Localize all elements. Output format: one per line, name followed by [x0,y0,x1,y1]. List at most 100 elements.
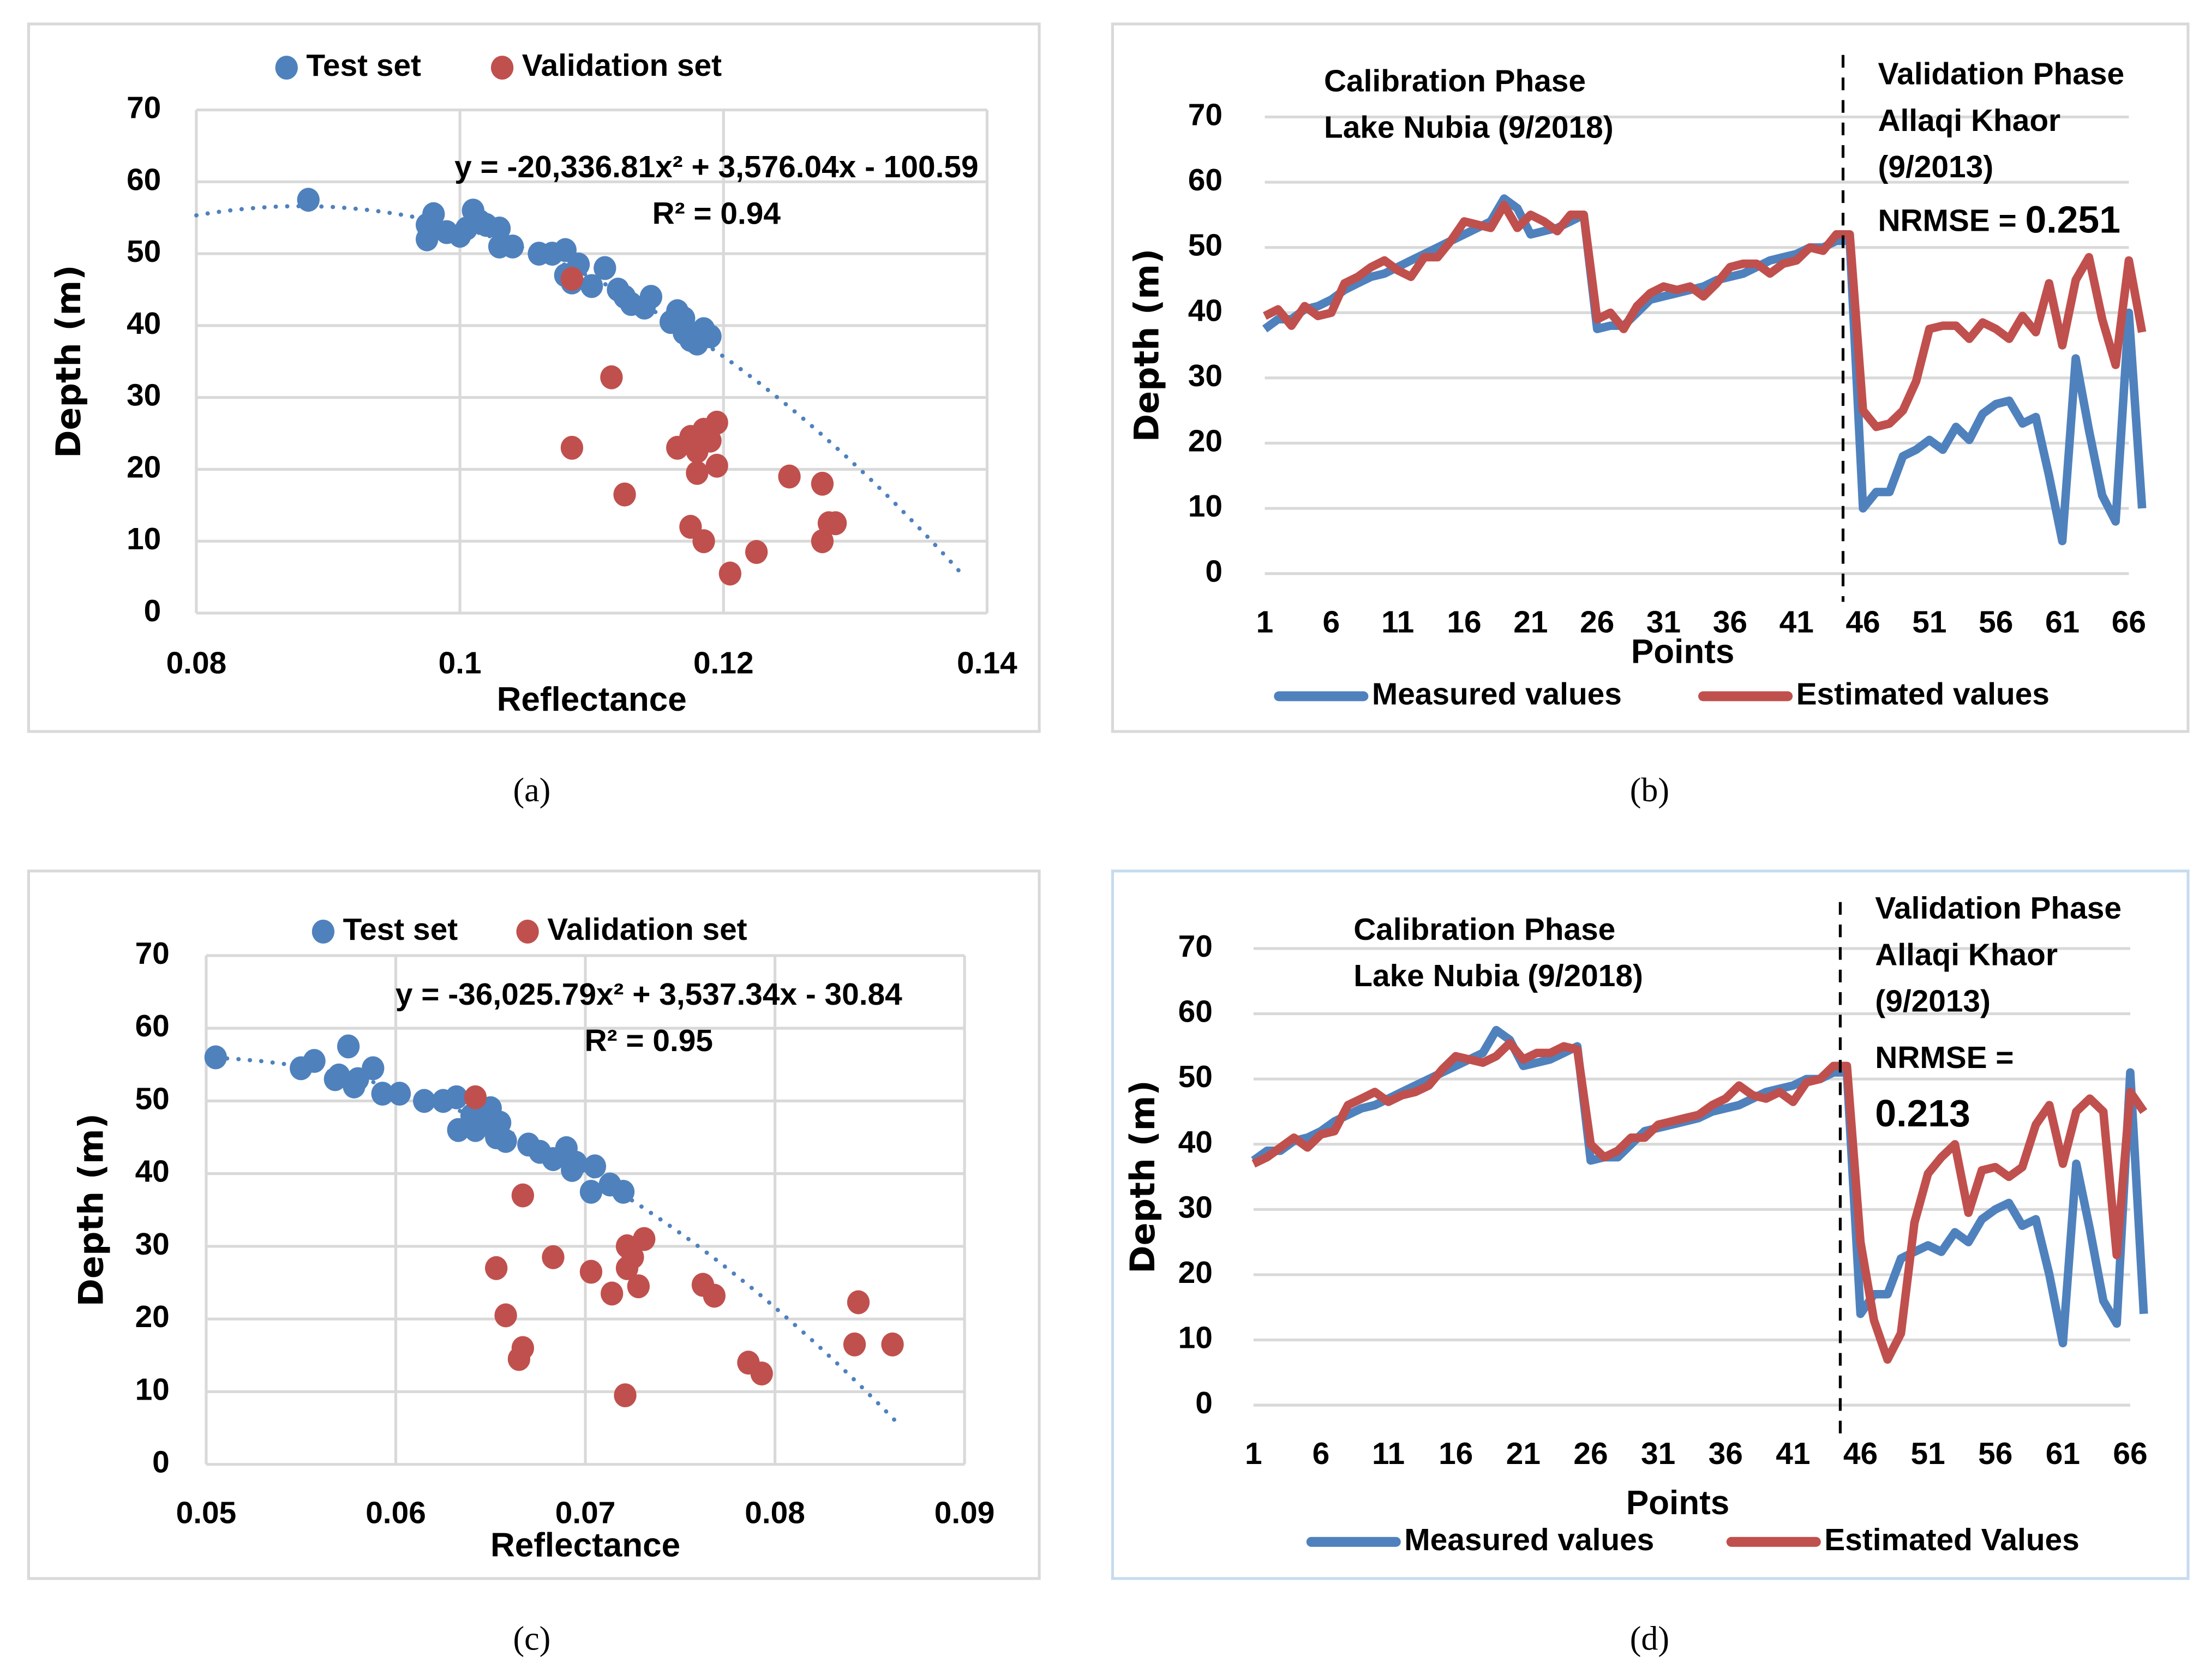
x-tick-label: 41 [1779,605,1814,640]
x-tick-label: 11 [1372,1437,1405,1471]
validation-point [881,1332,904,1357]
y-tick-label: 30 [127,379,161,413]
x-tick-label: 46 [1843,1437,1878,1471]
x-tick-label: 6 [1323,605,1340,640]
x-tick-label: 36 [1709,1437,1743,1471]
y-tick-label: 0 [152,1445,170,1480]
test-point [612,1179,635,1204]
y-tick-label: 20 [135,1300,170,1334]
validation-point [613,482,636,507]
validation-point [811,471,834,496]
validation-point [560,267,584,291]
validation-point [614,1383,637,1408]
x-tick-label: 21 [1506,1437,1541,1471]
y-tick-label: 20 [127,450,161,484]
validation-annotation: Allaqi Khaor [1878,104,2060,138]
x-tick-label: 0.12 [693,646,754,681]
validation-point [464,1085,487,1109]
test-point [204,1045,227,1070]
test-point [564,1150,588,1175]
validation-point [686,461,709,485]
test-point [303,1049,326,1073]
r-squared-label: R² = 0.95 [585,1024,713,1058]
x-axis-title: Points [1626,1484,1729,1522]
estimated-line [1251,1039,2148,1364]
panel-label: (a) [513,772,550,809]
validation-point [817,511,841,536]
calibration-annotation: Lake Nubia (9/2018) [1324,111,1614,145]
x-tick-label: 0.08 [166,646,227,681]
validation-point [699,428,722,453]
legend-label: Estimated Values [1824,1523,2079,1557]
validation-point [511,1183,535,1208]
legend-label: Validation set [522,49,722,83]
x-tick-label: 51 [1912,605,1946,640]
y-tick-label: 10 [1188,489,1223,524]
test-point [580,274,603,298]
calibration-annotation: Lake Nubia (9/2018) [1353,959,1643,993]
legend-label: Measured values [1404,1523,1654,1557]
y-tick-label: 40 [127,307,161,341]
chart-frame [1111,869,2190,1580]
legend-marker-test [275,56,298,80]
y-tick-label: 40 [1188,293,1223,328]
x-tick-label: 31 [1646,605,1681,640]
test-point [594,256,616,280]
x-axis-title: Points [1631,633,1734,670]
legend-label: Test set [343,913,458,947]
measured-line [1262,194,2147,545]
chart-panel-a: 0 10 20 30 40 50 60 70 Depth (m) Reflectance (a) 0.… [27,22,1041,809]
validation-point [579,1259,603,1284]
validation-point [511,1336,535,1360]
validation-point [750,1361,773,1386]
panel-label: (b) [1630,772,1669,809]
y-tick-label: 60 [1188,163,1223,197]
x-tick-label: 56 [1978,1437,2012,1471]
y-tick-label: 60 [1178,995,1213,1029]
panel-label: (d) [1630,1620,1669,1657]
y-tick-label: 10 [127,522,161,556]
y-tick-label: 10 [135,1372,170,1407]
test-point [583,1154,607,1179]
y-tick-label: 10 [1178,1321,1213,1355]
validation-point [621,1245,644,1269]
x-tick-label: 36 [1713,605,1747,640]
chart-frame [27,22,1041,733]
validation-point [705,453,728,478]
x-tick-label: 61 [2045,605,2080,640]
r-squared-label: R² = 0.94 [652,196,781,231]
x-tick-label: 46 [1846,605,1880,640]
validation-point [811,529,834,554]
validation-point [705,410,728,435]
validation-point [560,435,584,460]
validation-annotation: (9/2013) [1878,150,1993,184]
x-tick-label: 26 [1580,605,1614,640]
calibration-annotation: Calibration Phase [1353,913,1615,947]
x-tick-label: 11 [1381,605,1414,640]
test-point [422,202,445,226]
validation-point [718,561,742,586]
test-point [488,1111,512,1135]
chart-frame [27,869,1041,1580]
x-tick-label: 61 [2046,1437,2080,1471]
legend-label: Validation set [547,913,747,947]
test-point [416,227,439,251]
x-tick-label: 56 [1979,605,2013,640]
x-tick-label: 0.09 [934,1496,995,1531]
test-point [388,1082,411,1106]
test-point [362,1056,385,1081]
y-tick-label: 0 [1205,555,1223,589]
test-point [579,1179,603,1204]
chart-panel-c: 0 10 20 30 40 50 60 70 Depth (m) Reflectance (c) 0.… [27,869,1041,1657]
x-tick-label: 21 [1513,605,1548,640]
nrmse-label: NRMSE = [1875,1041,2014,1075]
validation-annotation: (9/2013) [1875,985,1991,1019]
x-axis-title: Reflectance [497,681,687,718]
x-tick-label: 26 [1573,1437,1608,1471]
y-tick-label: 70 [1178,929,1213,964]
x-tick-label: 0.14 [957,646,1017,681]
y-tick-label: 20 [1178,1256,1213,1290]
y-tick-label: 70 [127,91,161,125]
legend-marker-validation [516,919,539,944]
